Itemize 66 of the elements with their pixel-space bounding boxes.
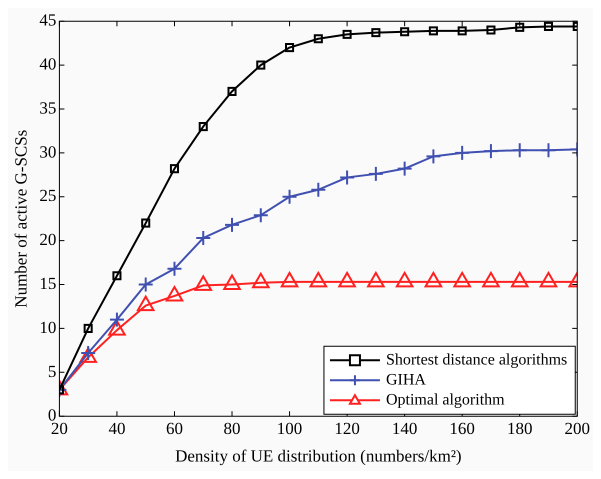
point — [371, 28, 380, 38]
point — [285, 43, 294, 52]
x-tick-label: 80 — [224, 418, 241, 438]
point — [510, 272, 529, 288]
x-tick-label: 160 — [449, 418, 475, 438]
point — [338, 272, 356, 288]
point — [280, 272, 298, 288]
y-tick-label: 40 — [39, 54, 56, 74]
x-axis-title: Density of UE distribution (numbers/km²) — [175, 446, 462, 466]
point — [544, 22, 554, 31]
point — [368, 166, 384, 182]
point — [224, 216, 240, 233]
point — [540, 142, 556, 158]
point — [453, 272, 471, 288]
point — [515, 22, 524, 32]
point — [424, 272, 442, 288]
y-tick-label: 20 — [39, 230, 56, 250]
x-tick-label: 200 — [564, 418, 590, 438]
point — [396, 160, 413, 177]
legend-label: Optimal algorithm — [386, 391, 506, 408]
point — [400, 27, 410, 36]
x-tick-label: 100 — [276, 418, 302, 438]
y-tick-label: 45 — [39, 10, 56, 30]
point — [339, 169, 356, 186]
legend-label: GIHA — [386, 371, 426, 388]
point — [136, 296, 155, 312]
point — [310, 272, 328, 288]
x-tick-label: 140 — [392, 418, 418, 438]
point — [194, 275, 212, 291]
y-tick-label: 30 — [39, 142, 56, 162]
point — [428, 26, 438, 36]
y-tick-label: 35 — [39, 98, 56, 118]
point — [540, 272, 558, 288]
point — [482, 272, 500, 288]
x-tick-label: 40 — [108, 418, 126, 438]
y-tick-label: 10 — [39, 318, 56, 337]
point — [227, 86, 237, 96]
point — [252, 207, 269, 224]
point — [486, 25, 496, 35]
y-tick-label: 5 — [48, 362, 56, 381]
point — [108, 320, 126, 336]
x-tick-label: 180 — [506, 418, 532, 438]
point — [482, 143, 499, 160]
point — [367, 272, 385, 288]
point — [256, 60, 266, 70]
point — [223, 274, 241, 290]
y-axis-title: Number of active G-SCSs — [12, 130, 31, 308]
point — [458, 26, 467, 36]
point — [141, 218, 150, 228]
point — [342, 30, 352, 39]
point — [512, 142, 528, 158]
x-tick-label: 60 — [166, 418, 183, 438]
point — [252, 272, 270, 288]
point — [425, 148, 442, 164]
point — [396, 272, 414, 288]
point — [282, 188, 298, 205]
point — [166, 286, 184, 302]
legend-label: Shortest distance algorithms — [386, 351, 568, 368]
y-tick-label: 25 — [39, 186, 56, 206]
point — [170, 164, 180, 174]
y-tick-label: 15 — [39, 274, 56, 293]
point — [454, 144, 470, 161]
point — [310, 182, 326, 198]
point — [198, 122, 208, 132]
x-tick-label: 120 — [334, 418, 360, 438]
point — [314, 34, 323, 44]
